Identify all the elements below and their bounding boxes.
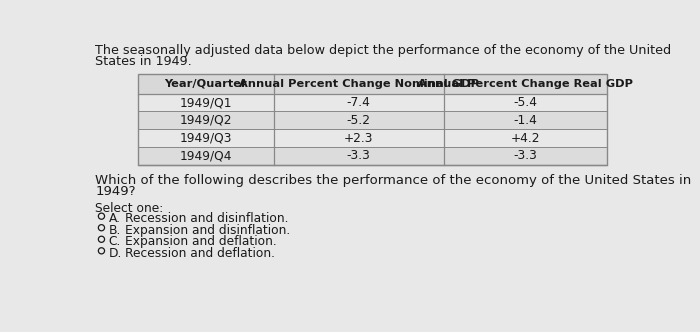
Text: -3.3: -3.3 xyxy=(346,149,371,162)
Bar xyxy=(138,129,607,147)
Text: The seasonally adjusted data below depict the performance of the economy of the : The seasonally adjusted data below depic… xyxy=(95,44,671,57)
Text: Expansion and disinflation.: Expansion and disinflation. xyxy=(125,224,290,237)
Text: Year/Quarter: Year/Quarter xyxy=(164,79,247,89)
Text: C.: C. xyxy=(108,235,121,248)
Text: 1949/Q2: 1949/Q2 xyxy=(179,114,232,127)
Text: Recession and disinflation.: Recession and disinflation. xyxy=(125,212,288,225)
Bar xyxy=(138,112,607,129)
Bar xyxy=(138,147,607,165)
Text: Annual Percent Change Nominal GDP: Annual Percent Change Nominal GDP xyxy=(239,79,479,89)
Text: A.: A. xyxy=(108,212,120,225)
Text: +2.3: +2.3 xyxy=(344,131,374,144)
Text: -7.4: -7.4 xyxy=(346,96,371,109)
Text: -5.2: -5.2 xyxy=(346,114,371,127)
Bar xyxy=(138,74,607,165)
Bar xyxy=(138,74,607,165)
Text: States in 1949.: States in 1949. xyxy=(95,55,192,68)
Text: 1949?: 1949? xyxy=(95,185,136,198)
Text: -5.4: -5.4 xyxy=(513,96,538,109)
Text: 1949/Q4: 1949/Q4 xyxy=(179,149,232,162)
Text: +4.2: +4.2 xyxy=(510,131,540,144)
Text: 1949/Q1: 1949/Q1 xyxy=(179,96,232,109)
Bar xyxy=(138,74,607,94)
Text: Annual Percent Change Real GDP: Annual Percent Change Real GDP xyxy=(418,79,633,89)
Bar xyxy=(138,94,607,112)
Text: 1949/Q3: 1949/Q3 xyxy=(179,131,232,144)
Text: Which of the following describes the performance of the economy of the United St: Which of the following describes the per… xyxy=(95,174,692,187)
Text: -1.4: -1.4 xyxy=(513,114,538,127)
Text: Recession and deflation.: Recession and deflation. xyxy=(125,247,274,260)
Text: B.: B. xyxy=(108,224,121,237)
Text: D.: D. xyxy=(108,247,122,260)
Text: Expansion and deflation.: Expansion and deflation. xyxy=(125,235,276,248)
Text: -3.3: -3.3 xyxy=(513,149,538,162)
Text: Select one:: Select one: xyxy=(95,202,164,214)
